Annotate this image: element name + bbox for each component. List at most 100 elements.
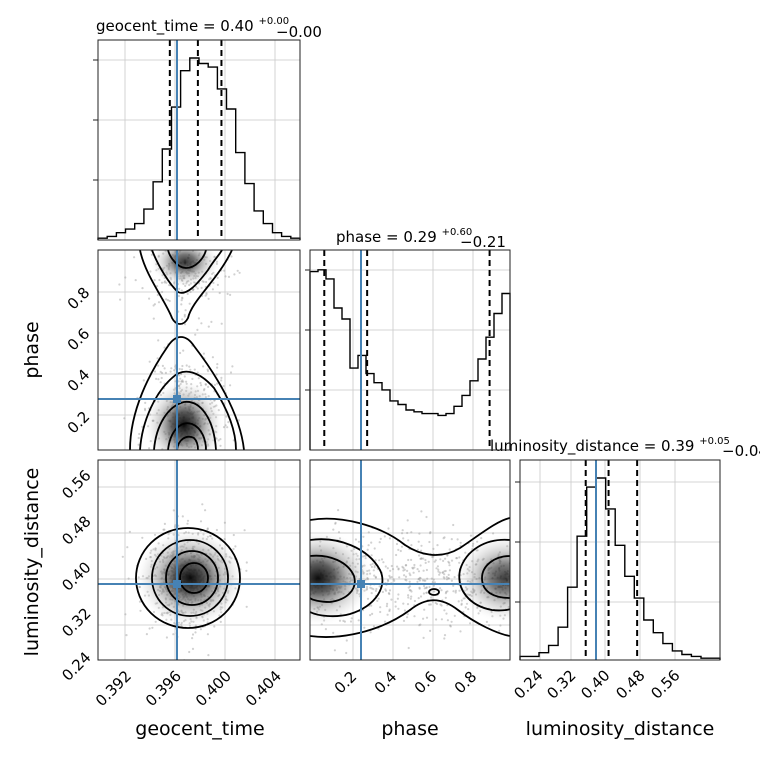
distance-vs-phase-sample (440, 618, 443, 621)
distance-vs-phase-sample (418, 586, 421, 589)
frame-distance-vs-geocent (97, 459, 301, 661)
phase-vs-geocent-sample (211, 356, 214, 359)
distance-vs-phase-sample (444, 596, 447, 599)
distance-vs-phase-sample (443, 573, 446, 576)
phase-vs-geocent-sample (165, 298, 168, 301)
phase-vs-geocent-sample (164, 371, 167, 374)
distance-vs-phase-sample (406, 603, 410, 606)
frame-distance-hist (519, 459, 721, 661)
distance-vs-phase-sample (445, 578, 449, 581)
distance-vs-phase-sample (454, 589, 457, 592)
phase-vs-geocent-sample (196, 328, 199, 331)
distance-vs-phase-sample (410, 558, 413, 562)
phase-vs-geocent-sample (199, 242, 201, 244)
distance-vs-phase-sample (422, 569, 425, 572)
distance-vs-geocent-sample (206, 633, 209, 636)
panel-phase-vs-geocent-time (97, 223, 301, 456)
distance-vs-phase-sample (408, 589, 411, 592)
distance-vs-geocent-sample (121, 555, 124, 558)
phase-vs-geocent-sample (173, 369, 176, 372)
phase-vs-geocent-sample (134, 279, 137, 282)
distance-vs-phase-sample (391, 568, 395, 571)
distance-vs-phase-sample (498, 629, 501, 633)
distance-vs-geocent-sample (173, 525, 177, 529)
distance-vs-geocent-sample (172, 633, 175, 636)
distance-vs-phase-sample (378, 559, 381, 562)
distance-vs-phase-sample (427, 560, 430, 563)
phase-vs-geocent-sample (204, 383, 207, 386)
distance-vs-phase-sample (371, 562, 374, 565)
distance-vs-phase-sample (447, 573, 450, 577)
phase-vs-geocent-sample (143, 407, 147, 410)
distance-vs-phase-sample (437, 568, 440, 571)
phase-vs-geocent-sample (156, 285, 159, 288)
phase-vs-geocent-sample (181, 318, 184, 321)
distance-vs-phase-sample (417, 570, 421, 573)
phase-vs-geocent-sample (212, 281, 215, 284)
distance-vs-phase-sample (488, 624, 491, 627)
phase-vs-geocent-sample (218, 291, 221, 295)
grid-geocent-time-hist (98, 40, 300, 240)
distance-vs-phase-sample (373, 566, 376, 569)
phase-vs-geocent-sample (202, 365, 205, 368)
distance-vs-phase-sample (429, 603, 432, 606)
distance-vs-phase-sample (372, 625, 375, 628)
distance-vs-geocent-sample (186, 522, 189, 525)
phase-vs-geocent-sample (186, 292, 189, 295)
distance-vs-phase-sample (418, 587, 421, 590)
distance-vs-phase-sample (410, 590, 413, 593)
distance-vs-phase-sample (458, 556, 461, 559)
distance-vs-phase-sample (386, 602, 389, 606)
phase-vs-geocent-sample (224, 424, 227, 427)
distance-vs-phase-sample (435, 618, 438, 621)
phase-vs-geocent-sample (207, 223, 209, 225)
distance-vs-phase-sample (408, 580, 411, 583)
distance-vs-geocent-sample (206, 528, 209, 531)
distance-vs-phase-sample (402, 602, 405, 605)
distance-vs-phase-sample (354, 538, 357, 541)
grid-distance-hist (520, 460, 720, 660)
phase-vs-geocent-sample (202, 454, 204, 456)
distance-vs-phase-sample (425, 586, 428, 590)
distance-vs-phase-sample (460, 603, 463, 606)
distance-vs-phase-sample (445, 576, 448, 579)
distance-vs-phase-sample (396, 565, 399, 568)
distance-vs-phase-sample (423, 579, 426, 582)
distance-vs-geocent-sample (204, 509, 207, 512)
distance-vs-phase-sample (367, 531, 370, 534)
phase-vs-geocent-sample (178, 367, 181, 371)
distance-vs-phase-sample (453, 614, 456, 618)
distance-vs-phase-sample (345, 651, 348, 655)
ytick-distance-0.56: 0.56 (58, 466, 94, 502)
distance-vs-phase-sample (378, 541, 381, 544)
phase-vs-geocent-sample (227, 275, 231, 278)
distance-vs-phase-sample (402, 566, 405, 570)
distance-vs-phase-sample (369, 631, 372, 634)
title-phase: phase = 0.29 +0.60 (336, 227, 472, 246)
phase-vs-geocent-sample (157, 364, 160, 367)
phase-vs-geocent-sample (227, 421, 230, 424)
distance-vs-phase-sample (459, 630, 462, 633)
distance-vs-phase-sample (448, 561, 451, 565)
distance-vs-geocent-sample (191, 647, 195, 651)
distance-vs-phase-sample (416, 580, 419, 583)
distance-vs-geocent-sample (124, 613, 127, 616)
phase-vs-geocent-sample (152, 317, 155, 320)
distance-vs-phase-sample (429, 531, 432, 534)
distance-vs-phase-sample (443, 634, 447, 637)
xtick-phase-0.2: 0.2 (331, 668, 361, 698)
distance-vs-phase-sample (406, 531, 409, 535)
distance-vs-phase-sample (413, 599, 416, 603)
phase-vs-geocent-sample (149, 270, 152, 273)
phase-vs-geocent-sample (183, 452, 185, 454)
distance-vs-phase-sample (390, 564, 393, 568)
distance-vs-phase-sample (383, 535, 386, 538)
xtick-distance-0.56: 0.56 (647, 666, 683, 702)
distance-vs-phase-sample (397, 607, 400, 610)
truth-marker-phase-vs-geocent (173, 395, 181, 403)
distance-vs-phase-sample (411, 567, 415, 570)
quantile-lines-phase (323, 250, 491, 450)
phase-vs-geocent-sample (179, 377, 182, 380)
distance-vs-phase-sample (413, 566, 416, 569)
phase-vs-geocent-sample (163, 346, 166, 349)
